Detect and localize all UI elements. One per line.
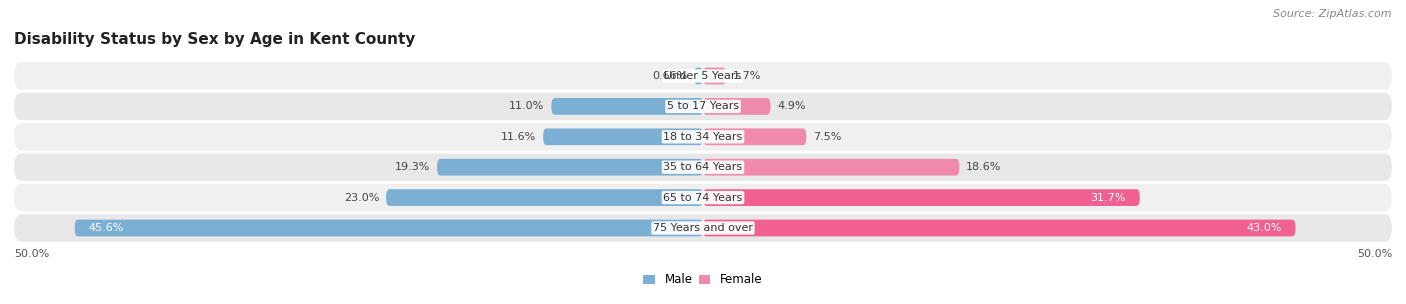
Text: 45.6%: 45.6% xyxy=(89,223,124,233)
FancyBboxPatch shape xyxy=(703,189,1140,206)
Text: 50.0%: 50.0% xyxy=(14,249,49,259)
FancyBboxPatch shape xyxy=(703,128,807,145)
Text: 19.3%: 19.3% xyxy=(395,162,430,172)
FancyBboxPatch shape xyxy=(14,154,1392,181)
Text: 18 to 34 Years: 18 to 34 Years xyxy=(664,132,742,142)
FancyBboxPatch shape xyxy=(695,68,703,85)
FancyBboxPatch shape xyxy=(543,128,703,145)
FancyBboxPatch shape xyxy=(551,98,703,115)
FancyBboxPatch shape xyxy=(14,214,1392,242)
Text: 11.6%: 11.6% xyxy=(501,132,536,142)
FancyBboxPatch shape xyxy=(437,159,703,176)
Text: 1.7%: 1.7% xyxy=(734,71,762,81)
FancyBboxPatch shape xyxy=(14,123,1392,150)
Text: 7.5%: 7.5% xyxy=(813,132,842,142)
FancyBboxPatch shape xyxy=(387,189,703,206)
FancyBboxPatch shape xyxy=(14,62,1392,90)
Text: 50.0%: 50.0% xyxy=(1357,249,1392,259)
Text: 65 to 74 Years: 65 to 74 Years xyxy=(664,193,742,202)
Text: 75 Years and over: 75 Years and over xyxy=(652,223,754,233)
Text: 35 to 64 Years: 35 to 64 Years xyxy=(664,162,742,172)
Text: 23.0%: 23.0% xyxy=(344,193,380,202)
Text: 0.66%: 0.66% xyxy=(652,71,688,81)
FancyBboxPatch shape xyxy=(14,93,1392,120)
FancyBboxPatch shape xyxy=(75,219,703,237)
Text: 4.9%: 4.9% xyxy=(778,102,806,111)
Text: Under 5 Years: Under 5 Years xyxy=(665,71,741,81)
FancyBboxPatch shape xyxy=(703,219,1295,237)
Text: Source: ZipAtlas.com: Source: ZipAtlas.com xyxy=(1274,9,1392,19)
FancyBboxPatch shape xyxy=(703,68,727,85)
FancyBboxPatch shape xyxy=(703,98,770,115)
Text: 5 to 17 Years: 5 to 17 Years xyxy=(666,102,740,111)
Text: 31.7%: 31.7% xyxy=(1091,193,1126,202)
Text: 43.0%: 43.0% xyxy=(1246,223,1282,233)
Text: Disability Status by Sex by Age in Kent County: Disability Status by Sex by Age in Kent … xyxy=(14,32,415,47)
Text: 11.0%: 11.0% xyxy=(509,102,544,111)
FancyBboxPatch shape xyxy=(703,159,959,176)
Text: 18.6%: 18.6% xyxy=(966,162,1001,172)
FancyBboxPatch shape xyxy=(14,184,1392,211)
Legend: Male, Female: Male, Female xyxy=(644,273,762,286)
